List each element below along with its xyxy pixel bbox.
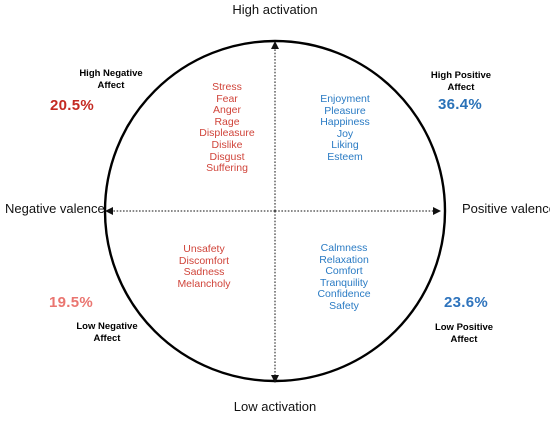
low-negative-title-line1: Low Negative	[76, 321, 138, 332]
emotion-item: Calmness	[320, 242, 368, 254]
emotion-item: Liking	[331, 139, 359, 152]
emotion-item: Dislike	[211, 138, 243, 151]
high-negative-emotions: Stress Fear Anger Rage Displeasure Disli…	[167, 81, 287, 175]
high-positive-percent: 36.4%	[438, 96, 483, 113]
axis-label-bottom: Low activation	[233, 399, 317, 414]
emotion-item: Enjoyment	[320, 93, 370, 105]
low-negative-percent: 19.5%	[49, 294, 94, 311]
low-positive-title-line1: Low Positive	[434, 322, 494, 333]
emotion-item: Sadness	[183, 266, 225, 279]
emotion-item: Happiness	[320, 116, 370, 129]
emotion-item: Displeasure	[199, 127, 255, 140]
emotion-item: Suffering	[206, 162, 248, 175]
emotion-item: Melancholy	[177, 277, 231, 290]
emotion-item: Comfort	[325, 265, 363, 278]
axis-label-right: Positive valence	[462, 201, 550, 216]
high-positive-title-line2: Affect	[447, 82, 475, 93]
low-negative-title-line2: Affect	[93, 333, 121, 344]
emotion-item: Confidence	[317, 288, 371, 301]
emotion-item: Relaxation	[319, 253, 369, 266]
emotion-item: Disgust	[209, 150, 245, 163]
low-positive-title-line2: Affect	[450, 334, 478, 345]
high-negative-title-line2: Affect	[97, 80, 125, 91]
emotion-item: Esteem	[327, 150, 363, 163]
emotion-item: Anger	[212, 104, 242, 117]
high-negative-percent: 20.5%	[50, 97, 95, 114]
low-positive-emotions: Calmness Relaxation Comfort Tranquility …	[284, 242, 404, 313]
low-negative-title: Low Negative Affect	[58, 321, 156, 345]
high-positive-emotions: Enjoyment Pleasure Happiness Joy Liking …	[285, 93, 405, 164]
low-positive-percent: 23.6%	[444, 294, 489, 311]
low-positive-title: Low Positive Affect	[415, 322, 513, 346]
high-positive-title: High Positive Affect	[412, 70, 510, 94]
high-negative-title: High Negative Affect	[62, 68, 160, 92]
emotion-item: Pleasure	[324, 104, 366, 117]
emotion-item: Stress	[212, 81, 242, 93]
low-negative-emotions: Unsafety Discomfort Sadness Melancholy	[144, 243, 264, 290]
emotion-item: Discomfort	[178, 254, 230, 267]
emotion-item: Fear	[216, 92, 238, 105]
high-positive-title-line1: High Positive	[430, 70, 492, 81]
emotion-item: Safety	[329, 299, 359, 312]
axis-label-top: High activation	[232, 2, 318, 17]
axis-label-left: Negative valence	[5, 201, 105, 216]
emotion-item: Unsafety	[183, 243, 225, 255]
emotion-item: Joy	[336, 127, 354, 140]
emotion-item: Rage	[214, 115, 240, 128]
emotion-item: Tranquility	[319, 276, 369, 289]
high-negative-title-line1: High Negative	[79, 68, 143, 79]
